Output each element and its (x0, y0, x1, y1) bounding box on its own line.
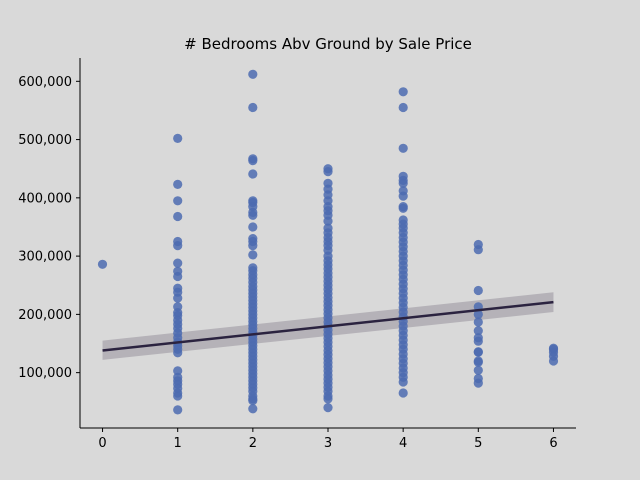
x-tick-label: 4 (399, 436, 407, 451)
data-point (473, 378, 483, 388)
data-point (398, 388, 408, 398)
data-point (173, 391, 183, 401)
data-point (248, 404, 258, 414)
data-point (173, 293, 183, 303)
data-point (473, 336, 483, 346)
data-point (323, 403, 333, 413)
data-point (248, 396, 258, 406)
y-tick-label: 600,000 (18, 75, 72, 90)
data-point (398, 203, 408, 213)
points-layer (97, 69, 559, 415)
data-point (173, 179, 183, 189)
y-tick-label: 400,000 (18, 191, 72, 206)
y-tick-label: 500,000 (18, 133, 72, 148)
data-point (173, 258, 183, 268)
data-point (173, 211, 183, 222)
regression-line-layer (102, 300, 554, 352)
y-ticks: 100,000 200,000 300,000 400,000 500,000 600,0… (18, 75, 80, 381)
data-point (473, 357, 483, 367)
x-tick-label: 2 (249, 436, 257, 451)
data-point (398, 102, 408, 113)
data-point (173, 366, 183, 376)
x-tick-label: 0 (98, 436, 106, 451)
data-point (248, 69, 258, 79)
data-point (248, 210, 258, 220)
data-point (173, 133, 183, 143)
data-point (173, 348, 183, 358)
data-point (398, 191, 408, 201)
data-point (473, 309, 483, 319)
data-point (473, 347, 483, 357)
data-point (248, 222, 258, 232)
data-point (398, 87, 408, 97)
data-point (323, 216, 333, 226)
data-point (473, 326, 483, 336)
data-point (173, 271, 183, 282)
y-tick-label: 100,000 (18, 366, 72, 381)
data-point (548, 356, 559, 366)
y-tick-label: 300,000 (18, 250, 72, 265)
x-tick-label: 1 (174, 436, 182, 451)
chart-title: # Bedrooms Abv Ground by Sale Price (184, 35, 472, 53)
data-point (248, 169, 258, 179)
data-point (398, 178, 408, 188)
y-tick-label: 200,000 (18, 308, 72, 323)
data-point (473, 317, 483, 327)
x-tick-label: 5 (474, 436, 482, 451)
data-point (97, 259, 108, 269)
data-point (473, 285, 483, 296)
x-ticks: 0 1 2 3 4 5 6 (98, 428, 558, 451)
data-point (248, 156, 258, 166)
data-point (398, 143, 408, 153)
data-point (323, 167, 333, 177)
x-tick-label: 3 (324, 436, 332, 451)
data-point (248, 250, 258, 260)
data-point (248, 102, 258, 113)
x-tick-label: 6 (549, 436, 557, 451)
data-point (323, 394, 333, 404)
data-point (248, 241, 258, 251)
data-point (173, 241, 183, 251)
regression-line (102, 300, 554, 352)
data-point (173, 405, 183, 415)
data-point (173, 196, 183, 206)
data-point (473, 245, 483, 255)
data-point (398, 377, 408, 387)
data-point (473, 365, 483, 375)
